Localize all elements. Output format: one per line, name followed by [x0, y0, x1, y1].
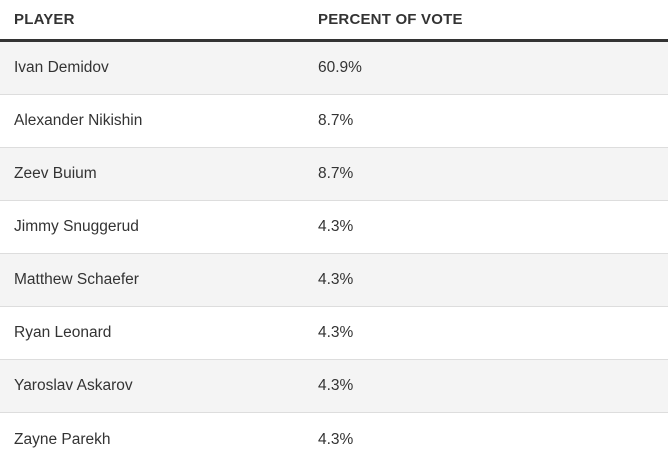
- percent-of-vote-cell: 60.9%: [318, 59, 362, 76]
- player-name-cell: Zayne Parekh: [14, 430, 111, 448]
- column-header-percent: PERCENT OF VOTE: [318, 11, 463, 28]
- table-body: Ivan Demidov 60.9% Alexander Nikishin 8.7% Z…: [0, 42, 668, 466]
- table-header: PLAYER PERCENT OF VOTE: [0, 0, 668, 42]
- table-row: Yaroslav Askarov 4.3%: [0, 360, 668, 413]
- table-row: Alexander Nikishin 8.7%: [0, 95, 668, 148]
- percent-of-vote-cell: 4.3%: [318, 377, 354, 394]
- player-name-cell: Matthew Schaefer: [14, 271, 139, 288]
- table-row: Ryan Leonard 4.3%: [0, 307, 668, 360]
- percent-of-vote-cell: 4.3%: [318, 324, 354, 341]
- percent-of-vote-cell: 4.3%: [318, 271, 354, 288]
- percent-of-vote-cell: 4.3%: [318, 218, 354, 235]
- player-name-cell: Ivan Demidov: [14, 59, 109, 76]
- column-header-player: PLAYER: [14, 11, 75, 28]
- table-row: Jimmy Snuggerud 4.3%: [0, 201, 668, 254]
- table-row: Matthew Schaefer 4.3%: [0, 254, 668, 307]
- player-name-cell: Zeev Buium: [14, 165, 97, 182]
- player-name-cell: Ryan Leonard: [14, 324, 112, 341]
- player-name-cell: Jimmy Snuggerud: [14, 218, 139, 235]
- player-name-cell: Alexander Nikishin: [14, 112, 143, 129]
- percent-of-vote-cell: 8.7%: [318, 165, 354, 182]
- table-row: Ivan Demidov 60.9%: [0, 42, 668, 95]
- table-row: Zeev Buium 8.7%: [0, 148, 668, 201]
- percent-of-vote-cell: 4.3%: [318, 430, 354, 448]
- player-name-cell: Yaroslav Askarov: [14, 377, 133, 394]
- table-row: Zayne Parekh 4.3%: [0, 413, 668, 466]
- percent-of-vote-cell: 8.7%: [318, 112, 354, 129]
